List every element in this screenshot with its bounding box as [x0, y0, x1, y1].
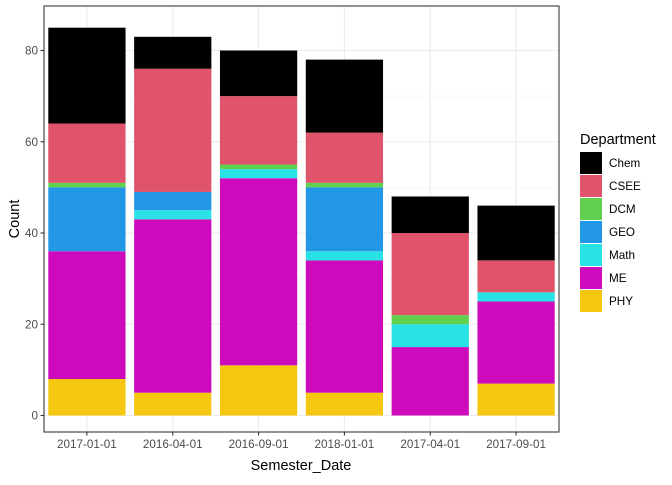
- x-tick-label: 2018-01-01: [315, 438, 375, 451]
- y-tick-label: 0: [31, 410, 38, 423]
- legend-label-math: Math: [609, 249, 635, 262]
- legend-title: Department: [580, 132, 656, 148]
- x-tick-label: 2017-01-01: [57, 438, 117, 451]
- axis-layer: 0 20 40 60 80 2017-01-01 2016-04-01 2016-09-01 2…: [25, 45, 546, 452]
- bar-me-2018-01-01: [305, 260, 384, 393]
- bar-geo-2017-01-01: [48, 187, 126, 252]
- legend-key-phy: [580, 290, 602, 312]
- bars-layer: [48, 27, 555, 416]
- legend-label-csee: CSEE: [609, 180, 641, 193]
- legend-label-dcm: DCM: [609, 203, 636, 216]
- bar-csee-2016-09-01: [219, 96, 298, 165]
- plot-background: [44, 6, 559, 432]
- x-tick-label: 2016-04-01: [143, 438, 203, 451]
- bar-chem-2017-01-01: [48, 27, 126, 124]
- y-tick-label: 20: [25, 318, 39, 331]
- bar-math-2017-09-01: [477, 292, 555, 302]
- bar-dcm-2018-01-01: [305, 182, 384, 188]
- bar-dcm-2017-01-01: [48, 182, 126, 188]
- legend: Department Chem CSEE DCM GEO Math ME PHY: [580, 132, 656, 312]
- bar-csee-2016-04-01: [134, 68, 212, 192]
- bar-chem-2018-01-01: [305, 59, 384, 133]
- bar-phy-2017-09-01: [477, 383, 555, 416]
- bar-chem-2016-04-01: [134, 36, 212, 69]
- legend-key-geo: [580, 221, 602, 243]
- bar-csee-2017-04-01: [391, 233, 469, 316]
- legend-key-csee: [580, 175, 602, 197]
- y-tick-label: 40: [25, 227, 39, 240]
- legend-label-chem: Chem: [609, 157, 640, 170]
- bar-csee-2017-09-01: [477, 260, 555, 293]
- y-tick-label: 60: [25, 136, 39, 149]
- bar-phy-2017-01-01: [48, 379, 126, 416]
- bar-phy-2016-09-01: [219, 365, 298, 416]
- bar-chem-2016-09-01: [219, 50, 298, 97]
- x-tick-label: 2017-09-01: [486, 438, 546, 451]
- legend-key-me: [580, 267, 602, 289]
- bar-chem-2017-04-01: [391, 196, 469, 233]
- x-tick-label: 2017-04-01: [400, 438, 460, 451]
- x-axis-title: Semester_Date: [251, 458, 352, 474]
- y-tick-label: 80: [25, 45, 39, 58]
- x-tick-label: 2016-09-01: [229, 438, 289, 451]
- bar-me-2016-04-01: [134, 219, 212, 393]
- bar-chem-2017-09-01: [477, 205, 555, 261]
- legend-label-geo: GEO: [609, 226, 635, 239]
- bar-phy-2016-04-01: [134, 392, 212, 416]
- bar-me-2017-09-01: [477, 301, 555, 384]
- legend-label-phy: PHY: [609, 295, 633, 308]
- bar-phy-2018-01-01: [305, 392, 384, 416]
- bar-math-2016-09-01: [219, 169, 298, 179]
- legend-key-dcm: [580, 198, 602, 220]
- bar-csee-2018-01-01: [305, 132, 384, 183]
- bar-math-2017-04-01: [391, 324, 469, 348]
- y-axis-title: Count: [7, 200, 23, 239]
- bar-me-2017-04-01: [391, 347, 469, 416]
- bar-me-2017-01-01: [48, 251, 126, 379]
- legend-label-me: ME: [609, 272, 627, 285]
- bar-geo-2016-04-01: [134, 191, 212, 211]
- bar-dcm-2016-09-01: [219, 164, 298, 170]
- bar-dcm-2017-04-01: [391, 315, 469, 325]
- bar-math-2018-01-01: [305, 251, 384, 261]
- legend-key-chem: [580, 152, 602, 174]
- bar-me-2016-09-01: [219, 178, 298, 366]
- plot-border: [43, 5, 560, 433]
- bar-geo-2018-01-01: [305, 187, 384, 252]
- bar-math-2016-04-01: [134, 210, 212, 220]
- legend-key-math: [580, 244, 602, 266]
- bar-csee-2017-01-01: [48, 123, 126, 183]
